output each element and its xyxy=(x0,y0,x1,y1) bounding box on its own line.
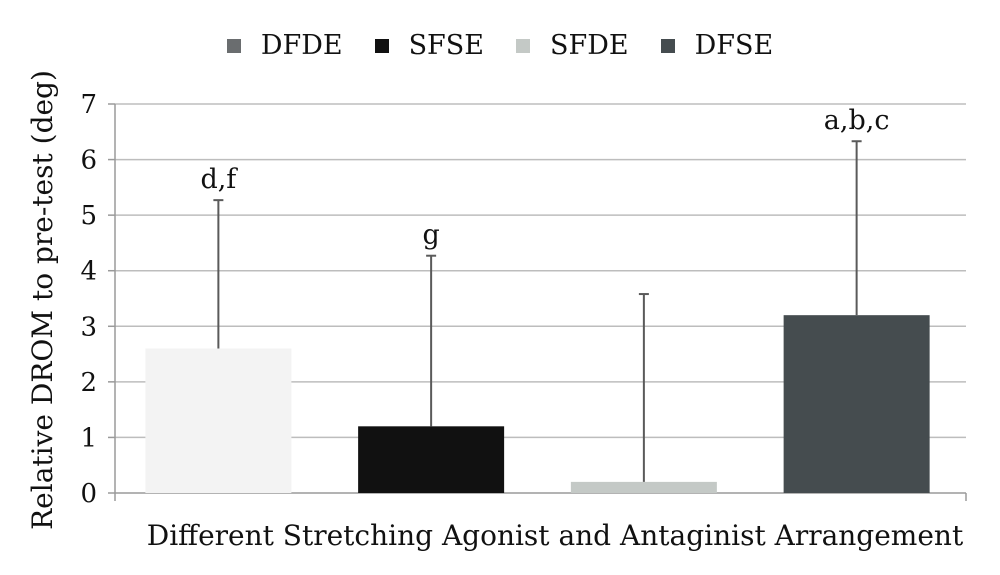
legend-item-dfse: DFSE xyxy=(660,30,774,61)
bar-sfde xyxy=(570,481,717,493)
bar-sfse xyxy=(358,426,505,493)
legend-label-dfde: DFDE xyxy=(260,30,343,61)
legend: DFDE SFSE SFDE DFSE xyxy=(0,30,1000,61)
legend-swatch-sfse xyxy=(374,38,389,53)
legend-swatch-dfde xyxy=(226,38,241,53)
significance-label: g xyxy=(422,220,439,251)
legend-label-sfse: SFSE xyxy=(408,30,484,61)
legend-item-sfse: SFSE xyxy=(374,30,484,61)
y-tick-label: 2 xyxy=(80,368,97,398)
x-axis-label: Different Stretching Agonist and Antagin… xyxy=(147,519,964,552)
y-tick-label: 3 xyxy=(80,312,97,342)
legend-label-sfde: SFDE xyxy=(550,30,629,61)
y-tick-label: 5 xyxy=(80,201,97,231)
significance-label: d,f xyxy=(200,164,238,195)
y-axis-label: Relative DROM to pre-test (deg) xyxy=(26,70,59,530)
y-tick-label: 4 xyxy=(80,257,97,287)
bar-dfde xyxy=(145,348,292,493)
significance-label: a,b,c xyxy=(824,105,890,136)
legend-label-dfse: DFSE xyxy=(694,30,774,61)
y-tick-label: 0 xyxy=(80,479,97,509)
legend-swatch-dfse xyxy=(660,38,675,53)
legend-swatch-sfde xyxy=(516,38,530,53)
y-tick-label: 1 xyxy=(80,423,97,453)
legend-item-dfde: DFDE xyxy=(226,30,343,61)
bar-dfse xyxy=(783,315,930,493)
y-tick-label: 7 xyxy=(80,90,97,120)
legend-item-sfde: SFDE xyxy=(516,30,629,61)
y-tick-label: 6 xyxy=(80,146,97,176)
